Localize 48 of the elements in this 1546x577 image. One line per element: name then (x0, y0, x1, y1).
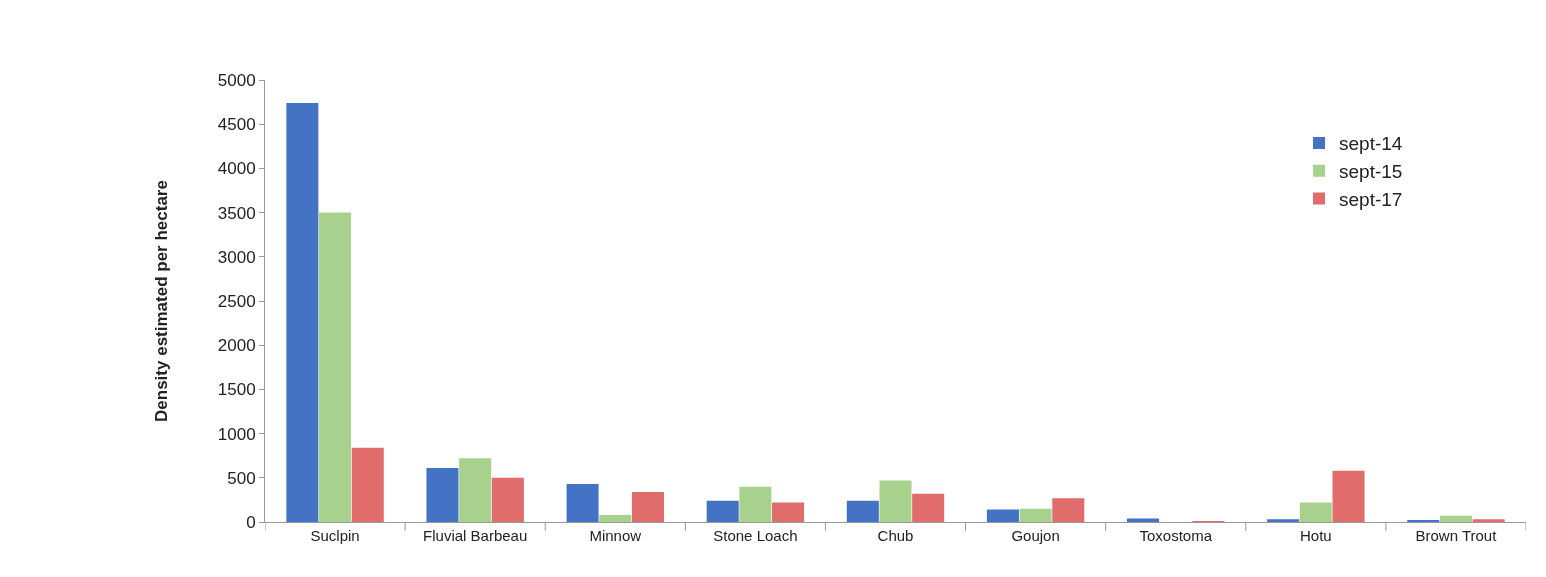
bar (1267, 519, 1300, 522)
y-tick-label: 0 (246, 512, 256, 532)
y-tick-label: 3000 (217, 247, 256, 267)
y-tick-label: 2000 (217, 336, 256, 356)
bar (599, 514, 632, 522)
x-tick-label: Stone Loach (713, 527, 798, 544)
bar (1019, 508, 1052, 522)
bar (319, 212, 352, 522)
bar (426, 468, 459, 522)
bar (1439, 515, 1472, 522)
bar (912, 493, 945, 522)
y-tick-label: 1000 (217, 424, 256, 444)
bar (1052, 498, 1085, 522)
bar (286, 102, 319, 522)
x-tick-label: Goujon (1011, 527, 1060, 544)
bar (772, 502, 805, 522)
x-tick-label: Hotu (1299, 527, 1332, 544)
y-tick-label: 2500 (217, 291, 256, 311)
x-tick-label: Toxostoma (1139, 527, 1213, 544)
bar (706, 500, 739, 522)
x-tick-label: Fluvial Barbeau (423, 527, 528, 544)
legend-label: sept-15 (1339, 161, 1403, 183)
bar (846, 500, 879, 522)
legend-label: sept-17 (1339, 188, 1403, 210)
x-tick-label: Brown Trout (1415, 527, 1498, 544)
x-tick-label: Minnow (589, 527, 642, 544)
bar (1332, 470, 1365, 522)
y-tick-label: 4500 (217, 115, 256, 135)
bar (566, 483, 599, 522)
bar (631, 491, 664, 522)
bar (739, 486, 772, 522)
y-tick-label: 500 (227, 468, 256, 488)
bar (491, 477, 524, 522)
y-axis-title: Density estimated per hectare (152, 180, 172, 422)
y-tick-label: 4000 (217, 159, 256, 179)
bar (1472, 519, 1505, 522)
bar (351, 447, 384, 522)
x-tick-label: Suclpin (310, 527, 360, 544)
bar (879, 480, 912, 522)
bar (1127, 518, 1160, 522)
y-tick-label: 3500 (217, 203, 256, 223)
y-tick-label: 1500 (217, 380, 256, 400)
x-tick-label: Chub (877, 527, 914, 544)
bar (986, 509, 1019, 522)
y-tick-label: 5000 (217, 70, 256, 90)
bar (459, 458, 492, 522)
legend-label: sept-14 (1339, 133, 1403, 155)
bar (1299, 502, 1332, 522)
